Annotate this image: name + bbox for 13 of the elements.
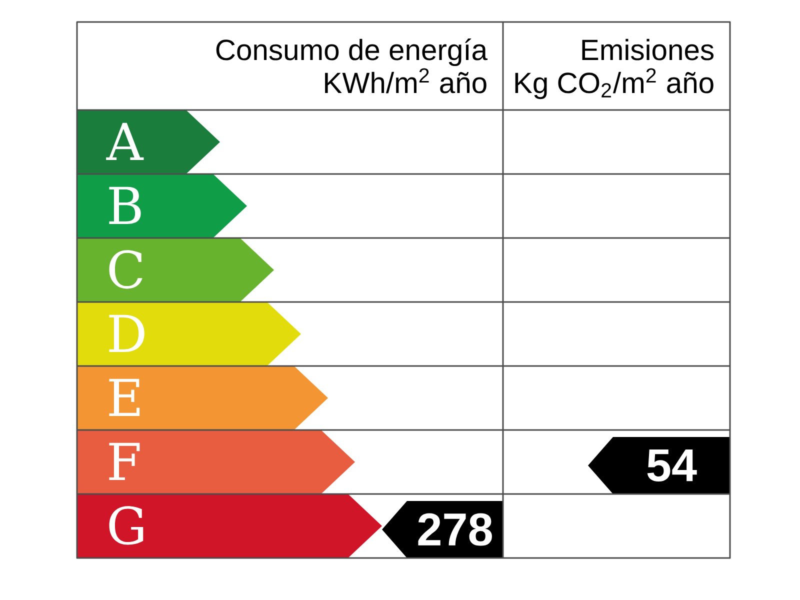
text: Consumo de energía xyxy=(216,38,488,66)
category-label: B xyxy=(109,186,141,224)
data-label: 54 xyxy=(647,449,697,482)
category-label: C xyxy=(109,250,142,289)
category-label: F xyxy=(109,442,140,480)
data-label: 278 xyxy=(418,513,492,546)
category-label: A xyxy=(106,122,144,160)
text: KWh/m$^{2}$ año xyxy=(325,68,486,94)
category-label: D xyxy=(109,314,144,352)
text: Emisiones xyxy=(582,38,714,60)
category-label: E xyxy=(109,378,140,416)
text: Kg CO$_{2}$/m$^{2}$ año xyxy=(515,68,714,100)
category-label: G xyxy=(109,506,144,545)
